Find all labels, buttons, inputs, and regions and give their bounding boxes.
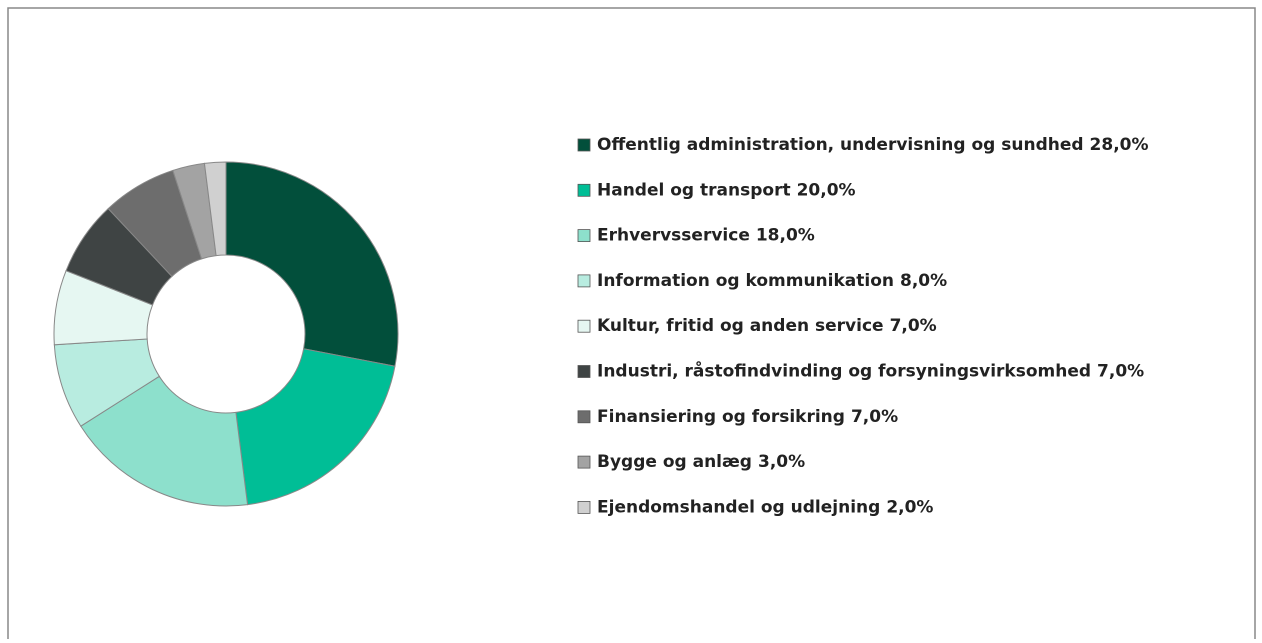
legend-value: 18,0% <box>756 226 815 246</box>
legend-value: 20,0% <box>797 180 856 200</box>
legend-swatch <box>577 138 591 152</box>
legend-category: Industri, råstofindvinding og forsynings… <box>597 360 1091 382</box>
chart-frame <box>7 7 1256 643</box>
legend-swatch <box>577 500 591 514</box>
legend-swatch <box>577 410 591 424</box>
legend-label: Ejendomshandel og udlejning 2,0% <box>597 497 933 517</box>
legend-value: 2,0% <box>886 497 933 517</box>
legend-category: Kultur, fritid og anden service <box>597 316 884 336</box>
legend-value: 7,0% <box>890 316 937 336</box>
legend-value: 8,0% <box>900 271 947 291</box>
legend-label: Offentlig administration, undervisning o… <box>597 135 1149 155</box>
legend-swatch <box>577 183 591 197</box>
legend-category: Erhvervsservice <box>597 226 750 246</box>
legend-category: Information og kommunikation <box>597 271 894 291</box>
legend-swatch <box>577 455 591 469</box>
legend-category: Finansiering og forsikring <box>597 407 845 427</box>
legend-value: 7,0% <box>1097 362 1144 382</box>
legend-category: Ejendomshandel og udlejning <box>597 497 880 517</box>
legend-category: Offentlig administration, undervisning o… <box>597 135 1084 155</box>
legend-category: Bygge og anlæg <box>597 452 752 472</box>
legend-label: Handel og transport 20,0% <box>597 180 856 200</box>
legend-value: 28,0% <box>1090 135 1149 155</box>
legend-swatch <box>577 229 591 243</box>
legend-label: Industri, råstofindvinding og forsynings… <box>597 360 1144 382</box>
legend-category: Handel og transport <box>597 180 791 200</box>
legend-swatch <box>577 274 591 288</box>
legend-label: Kultur, fritid og anden service 7,0% <box>597 316 937 336</box>
legend-swatch <box>577 365 591 378</box>
legend-value: 7,0% <box>851 407 898 427</box>
legend-label: Information og kommunikation 8,0% <box>597 271 947 291</box>
donut-slice <box>235 348 396 506</box>
legend-swatch <box>577 319 591 333</box>
legend-label: Erhvervsservice 18,0% <box>597 226 815 246</box>
legend-label: Finansiering og forsikring 7,0% <box>597 407 898 427</box>
donut-slice <box>225 161 399 367</box>
legend-value: 3,0% <box>758 452 805 472</box>
donut-slice <box>203 161 227 257</box>
donut-slice <box>80 375 249 507</box>
legend-label: Bygge og anlæg 3,0% <box>597 452 805 472</box>
